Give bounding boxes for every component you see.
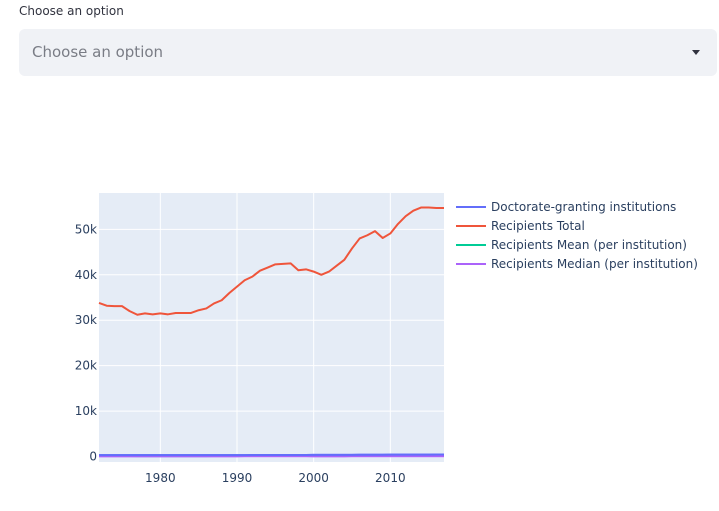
select-label: Choose an option xyxy=(19,4,124,18)
plot-background xyxy=(99,193,444,462)
series-line-overlay xyxy=(99,453,445,457)
x-tick-label: 2000 xyxy=(298,471,329,485)
legend-item[interactable]: Recipients Total xyxy=(456,219,585,233)
legend-item[interactable]: Doctorate-granting institutions xyxy=(456,200,676,214)
x-tick-label: 1990 xyxy=(222,471,253,485)
option-select[interactable]: Choose an option xyxy=(19,29,717,76)
select-placeholder: Choose an option xyxy=(32,43,164,61)
x-tick-label: 2010 xyxy=(375,471,406,485)
legend-label: Recipients Median (per institution) xyxy=(491,257,698,271)
y-tick-label: 30k xyxy=(75,313,97,327)
legend[interactable]: Doctorate-granting institutions Recipient… xyxy=(456,200,698,271)
x-tick-label: 1980 xyxy=(145,471,176,485)
y-tick-label: 20k xyxy=(75,359,97,373)
series-layer xyxy=(98,206,445,458)
chart-svg: 1980 1990 2000 2010 0 10k 20k 30k 40k 50k Doctora… xyxy=(75,193,698,485)
legend-label: Doctorate-granting institutions xyxy=(491,200,676,214)
y-tick-label: 0 xyxy=(89,450,97,464)
y-tick-label: 40k xyxy=(75,268,97,282)
axis-layer: 1980 1990 2000 2010 0 10k 20k 30k 40k 50k xyxy=(75,222,406,485)
y-tick-label: 50k xyxy=(75,222,97,236)
legend-label: Recipients Total xyxy=(491,219,585,233)
legend-item[interactable]: Recipients Median (per institution) xyxy=(456,257,698,271)
legend-label: Recipients Mean (per institution) xyxy=(491,238,687,252)
series-line xyxy=(98,206,444,316)
line-chart: 1980 1990 2000 2010 0 10k 20k 30k 40k 50k Doctora… xyxy=(0,185,719,485)
chevron-down-icon[interactable] xyxy=(692,50,700,55)
y-tick-label: 10k xyxy=(75,404,97,418)
legend-item[interactable]: Recipients Mean (per institution) xyxy=(456,238,687,252)
